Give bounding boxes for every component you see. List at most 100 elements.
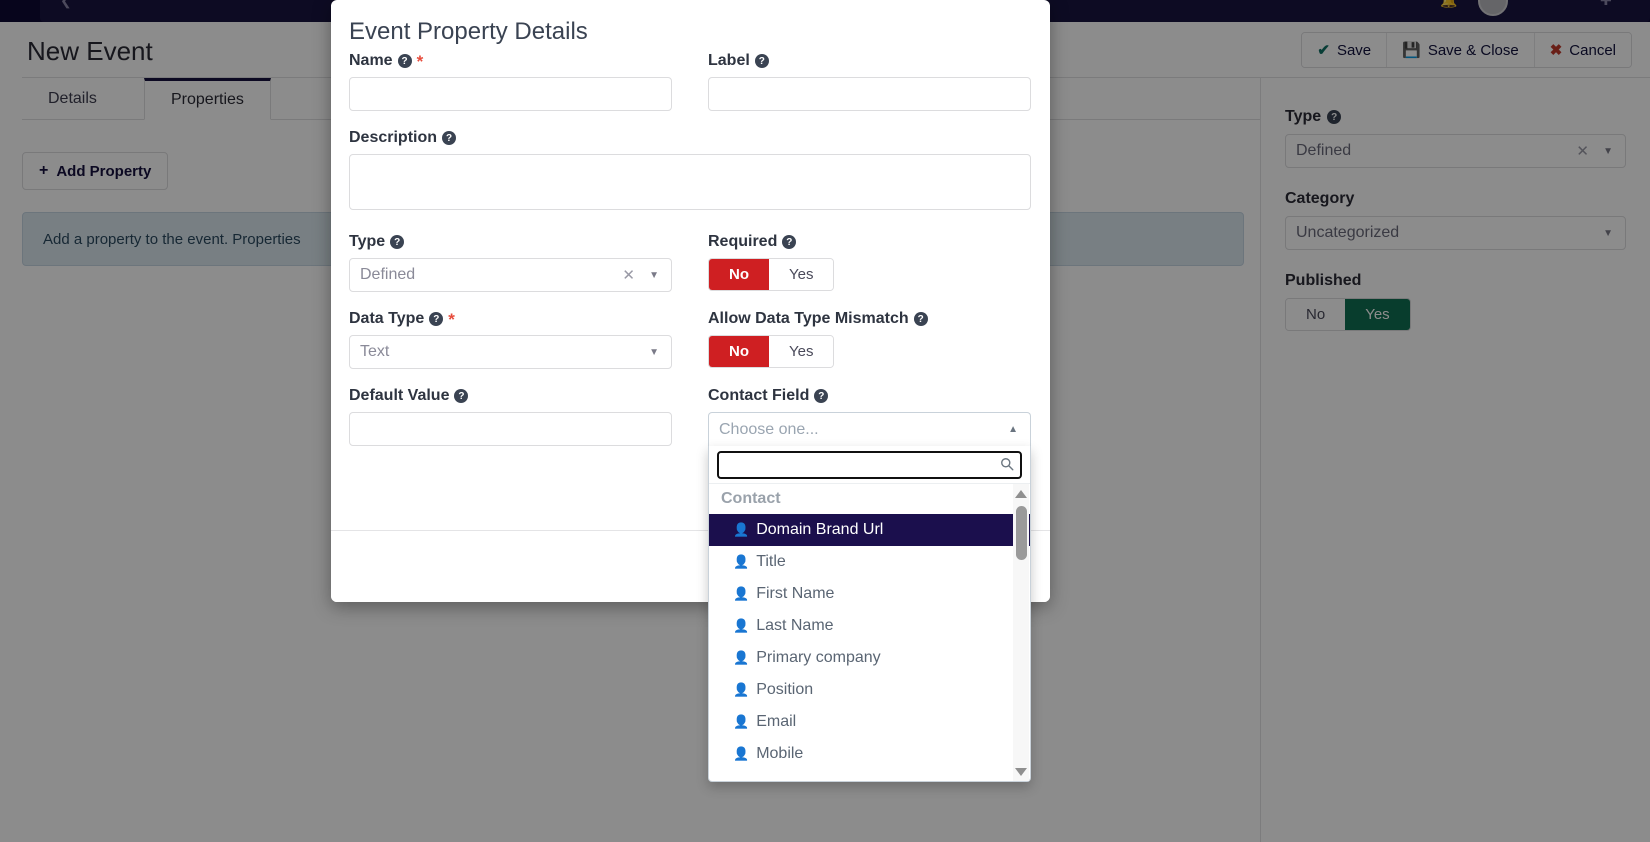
name-input[interactable] xyxy=(349,77,672,111)
type-label: Type ? xyxy=(349,233,672,251)
dropdown-option-title[interactable]: 👤 Title xyxy=(709,546,1030,578)
sidebar-category-label: Category xyxy=(1285,190,1626,208)
tab-properties-label: Properties xyxy=(171,91,244,108)
question-circle-icon[interactable]: ? xyxy=(454,389,469,403)
contact-field-label-text: Contact Field xyxy=(708,387,810,404)
modal-body: Name ? * Label ? Description xyxy=(331,52,1050,782)
required-toggle-no[interactable]: No xyxy=(709,259,769,290)
dropdown-option-label: Title xyxy=(756,553,786,570)
chevron-down-icon[interactable]: ▼ xyxy=(649,269,659,281)
tab-details-label: Details xyxy=(48,90,97,107)
dropdown-option-first-name[interactable]: 👤 First Name xyxy=(709,578,1030,610)
description-label: Description ? xyxy=(349,129,1032,147)
question-circle-icon[interactable]: ? xyxy=(913,312,928,326)
field-required: Required ? No Yes xyxy=(708,233,1031,292)
dropdown-option-label: First Name xyxy=(756,585,835,602)
dropdown-search-wrap xyxy=(709,446,1030,483)
allow-mismatch-toggle-no[interactable]: No xyxy=(709,336,769,367)
floppy-disk-icon: 💾 xyxy=(1402,42,1421,59)
type-select[interactable]: Defined ✕ ▼ xyxy=(349,258,672,292)
scroll-up-arrow-icon[interactable] xyxy=(1013,486,1029,502)
info-banner-text: Add a property to the event. Properties xyxy=(43,230,301,248)
question-circle-icon[interactable]: ? xyxy=(397,54,412,68)
field-data-type: Data Type ? * Text ▼ xyxy=(349,310,672,369)
question-circle-icon[interactable]: ? xyxy=(429,312,444,326)
data-type-select[interactable]: Text ▼ xyxy=(349,335,672,369)
chevron-up-icon[interactable]: ▲ xyxy=(1008,424,1018,435)
clear-x-icon[interactable]: ✕ xyxy=(622,267,635,284)
x-icon: ✖ xyxy=(1549,42,1563,59)
scroll-down-arrow-icon[interactable] xyxy=(1013,764,1029,780)
add-property-button[interactable]: + Add Property xyxy=(22,152,169,190)
field-label: Label ? xyxy=(708,52,1031,111)
required-toggle-group: No Yes xyxy=(708,258,835,291)
bell-icon[interactable]: 🔔 xyxy=(1440,0,1458,8)
field-contact: Contact Field ? Choose one... ▲ xyxy=(708,387,1031,782)
cancel-button[interactable]: ✖ Cancel xyxy=(1534,33,1631,67)
description-textarea[interactable] xyxy=(349,154,1031,210)
dropdown-search-input[interactable] xyxy=(716,450,1023,480)
sidebar-category-label-text: Category xyxy=(1285,190,1355,207)
label-input[interactable] xyxy=(708,77,1031,111)
default-value-label-text: Default Value xyxy=(349,387,450,404)
published-toggle-yes[interactable]: Yes xyxy=(1345,299,1410,330)
chevron-down-icon[interactable]: ▼ xyxy=(1603,227,1613,239)
required-toggle-yes[interactable]: Yes xyxy=(769,259,834,290)
row-description: Description ? xyxy=(349,129,1032,215)
right-sidebar: Type ? Defined ✕ ▼ Category Uncategorize… xyxy=(1260,78,1650,842)
required-asterisk: * xyxy=(448,309,455,329)
plus-icon: + xyxy=(39,162,49,179)
question-circle-icon[interactable]: ? xyxy=(782,235,797,249)
row-datatype-mismatch: Data Type ? * Text ▼ Allow Data Type Mis… xyxy=(349,310,1032,369)
chevron-down-icon[interactable]: ▼ xyxy=(1603,145,1613,157)
contact-field-label: Contact Field ? xyxy=(708,387,1031,405)
clear-x-icon[interactable]: ✕ xyxy=(1576,143,1589,160)
dropdown-option-primary-company[interactable]: 👤 Primary company xyxy=(709,642,1030,674)
data-type-label-text: Data Type xyxy=(349,310,425,327)
dropdown-option-last-name[interactable]: 👤 Last Name xyxy=(709,610,1030,642)
allow-mismatch-label-text: Allow Data Type Mismatch xyxy=(708,310,909,327)
person-icon: 👤 xyxy=(733,682,750,697)
event-property-details-modal: Event Property Details Name ? * Label ? xyxy=(331,0,1050,782)
row-name-label: Name ? * Label ? xyxy=(349,52,1032,111)
contact-field-placeholder: Choose one... xyxy=(719,420,819,438)
dropdown-option-email[interactable]: 👤 Email xyxy=(709,706,1030,738)
tab-details[interactable]: Details xyxy=(22,78,123,120)
check-icon: ✔ xyxy=(1317,42,1330,59)
dropdown-scrollbar-thumb[interactable] xyxy=(1016,506,1027,560)
dropdown-option-domain-brand-url[interactable]: 👤 Domain Brand Url xyxy=(709,514,1030,546)
question-circle-icon[interactable]: ? xyxy=(754,54,769,68)
default-value-input[interactable] xyxy=(349,412,672,446)
question-circle-icon[interactable]: ? xyxy=(442,131,457,145)
contact-field-dropdown-panel: Contact 👤 Domain Brand Url 👤 Title xyxy=(708,446,1031,782)
allow-mismatch-toggle-yes[interactable]: Yes xyxy=(769,336,834,367)
add-property-button-label: Add Property xyxy=(56,162,152,180)
question-circle-icon[interactable]: ? xyxy=(390,235,405,249)
published-toggle-group: No Yes xyxy=(1285,298,1411,331)
question-circle-icon[interactable]: ? xyxy=(814,389,829,403)
dropdown-option-position[interactable]: 👤 Position xyxy=(709,674,1030,706)
question-circle-icon[interactable]: ? xyxy=(1327,110,1342,124)
modal-title: Event Property Details xyxy=(349,18,588,45)
person-icon: 👤 xyxy=(733,554,750,569)
chevron-down-icon[interactable]: ▼ xyxy=(649,346,659,358)
save-button[interactable]: ✔ Save xyxy=(1302,33,1388,67)
back-arrow-icon[interactable]: ❮ xyxy=(60,0,72,8)
dropdown-scrollbar[interactable] xyxy=(1013,484,1029,781)
tab-properties[interactable]: Properties xyxy=(144,78,271,120)
save-and-close-button[interactable]: 💾 Save & Close xyxy=(1387,33,1535,67)
dropdown-option-label: Primary company xyxy=(756,649,881,666)
person-icon: 👤 xyxy=(733,618,750,633)
contact-field-select-control[interactable]: Choose one... ▲ xyxy=(708,412,1031,446)
sidebar-category-select[interactable]: Uncategorized ▼ xyxy=(1285,216,1626,250)
sidebar-type-select[interactable]: Defined ✕ ▼ xyxy=(1285,134,1626,168)
dropdown-option-mobile[interactable]: 👤 Mobile xyxy=(709,738,1030,770)
label-field-label-text: Label xyxy=(708,52,750,69)
dropdown-option-list[interactable]: Contact 👤 Domain Brand Url 👤 Title xyxy=(709,483,1030,781)
published-toggle-no[interactable]: No xyxy=(1286,299,1346,330)
default-value-label: Default Value ? xyxy=(349,387,672,405)
dropdown-group-header: Contact xyxy=(721,490,781,507)
plus-icon[interactable]: ✚ xyxy=(1600,0,1612,8)
save-button-label: Save xyxy=(1336,41,1372,59)
description-label-text: Description xyxy=(349,129,438,146)
